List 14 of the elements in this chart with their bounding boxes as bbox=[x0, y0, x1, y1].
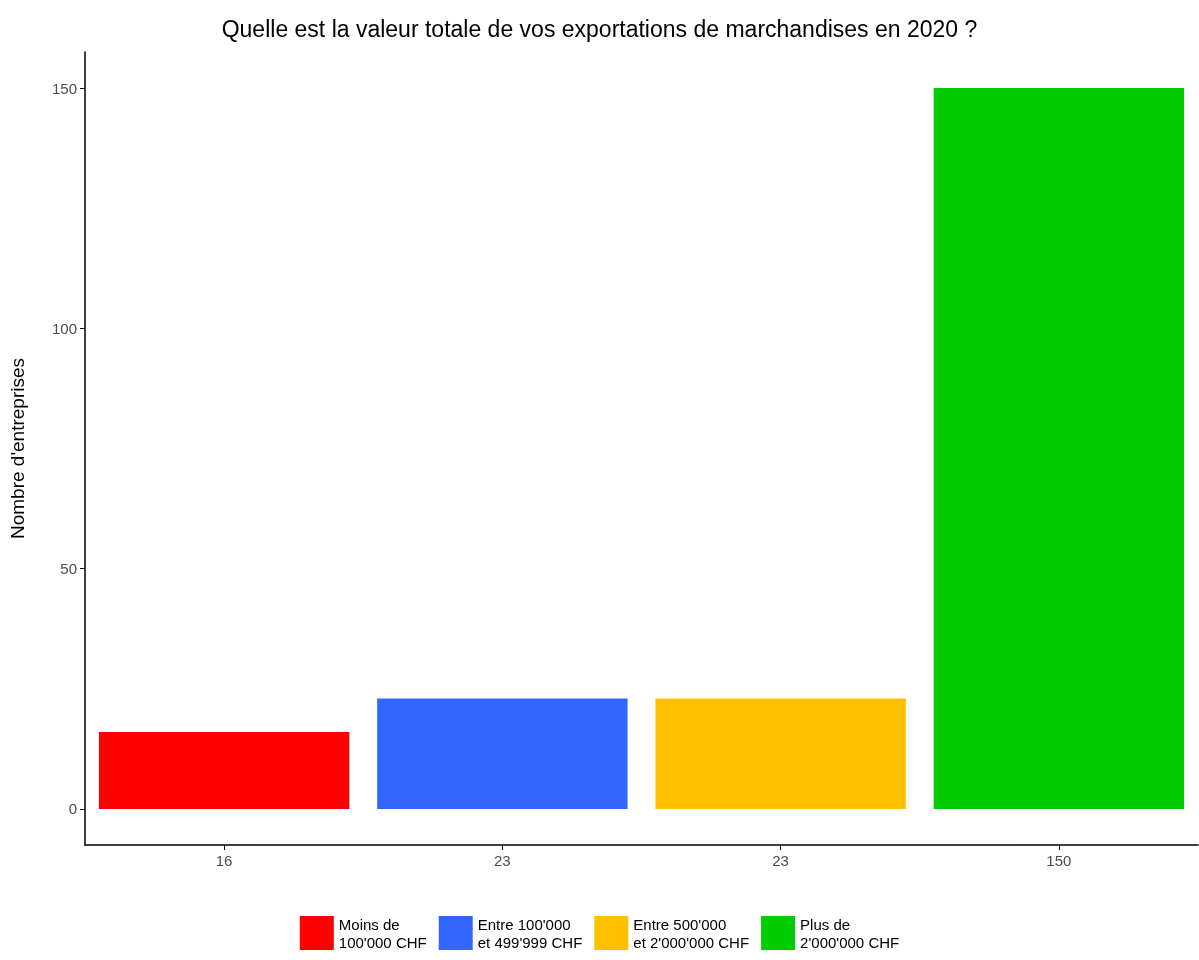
x-tick-label: 23 bbox=[494, 852, 511, 869]
y-tick-label: 50 bbox=[60, 560, 77, 578]
x-tick-label: 23 bbox=[772, 852, 789, 869]
x-tick-label: 150 bbox=[1046, 852, 1072, 869]
x-tick-label: 16 bbox=[215, 852, 233, 869]
y-axis-title: Nombre d'entreprises bbox=[7, 357, 28, 540]
legend-label: Moins de 100'000 CHF bbox=[338, 915, 427, 951]
y-tick-label: 150 bbox=[51, 79, 77, 97]
chart-title: Quelle est la valeur totale de vos exportations de marchandises en 2020 ? bbox=[221, 15, 978, 42]
legend-label: Entre 100'000 et 499'999 CHF bbox=[477, 915, 583, 951]
legend-label: Plus de 2'000'000 CHF bbox=[800, 915, 900, 951]
y-tick-label: 100 bbox=[51, 319, 77, 337]
y-tick-label: 0 bbox=[68, 800, 77, 818]
legend-label: Entre 500'000 et 2'000'000 CHF bbox=[633, 915, 750, 951]
